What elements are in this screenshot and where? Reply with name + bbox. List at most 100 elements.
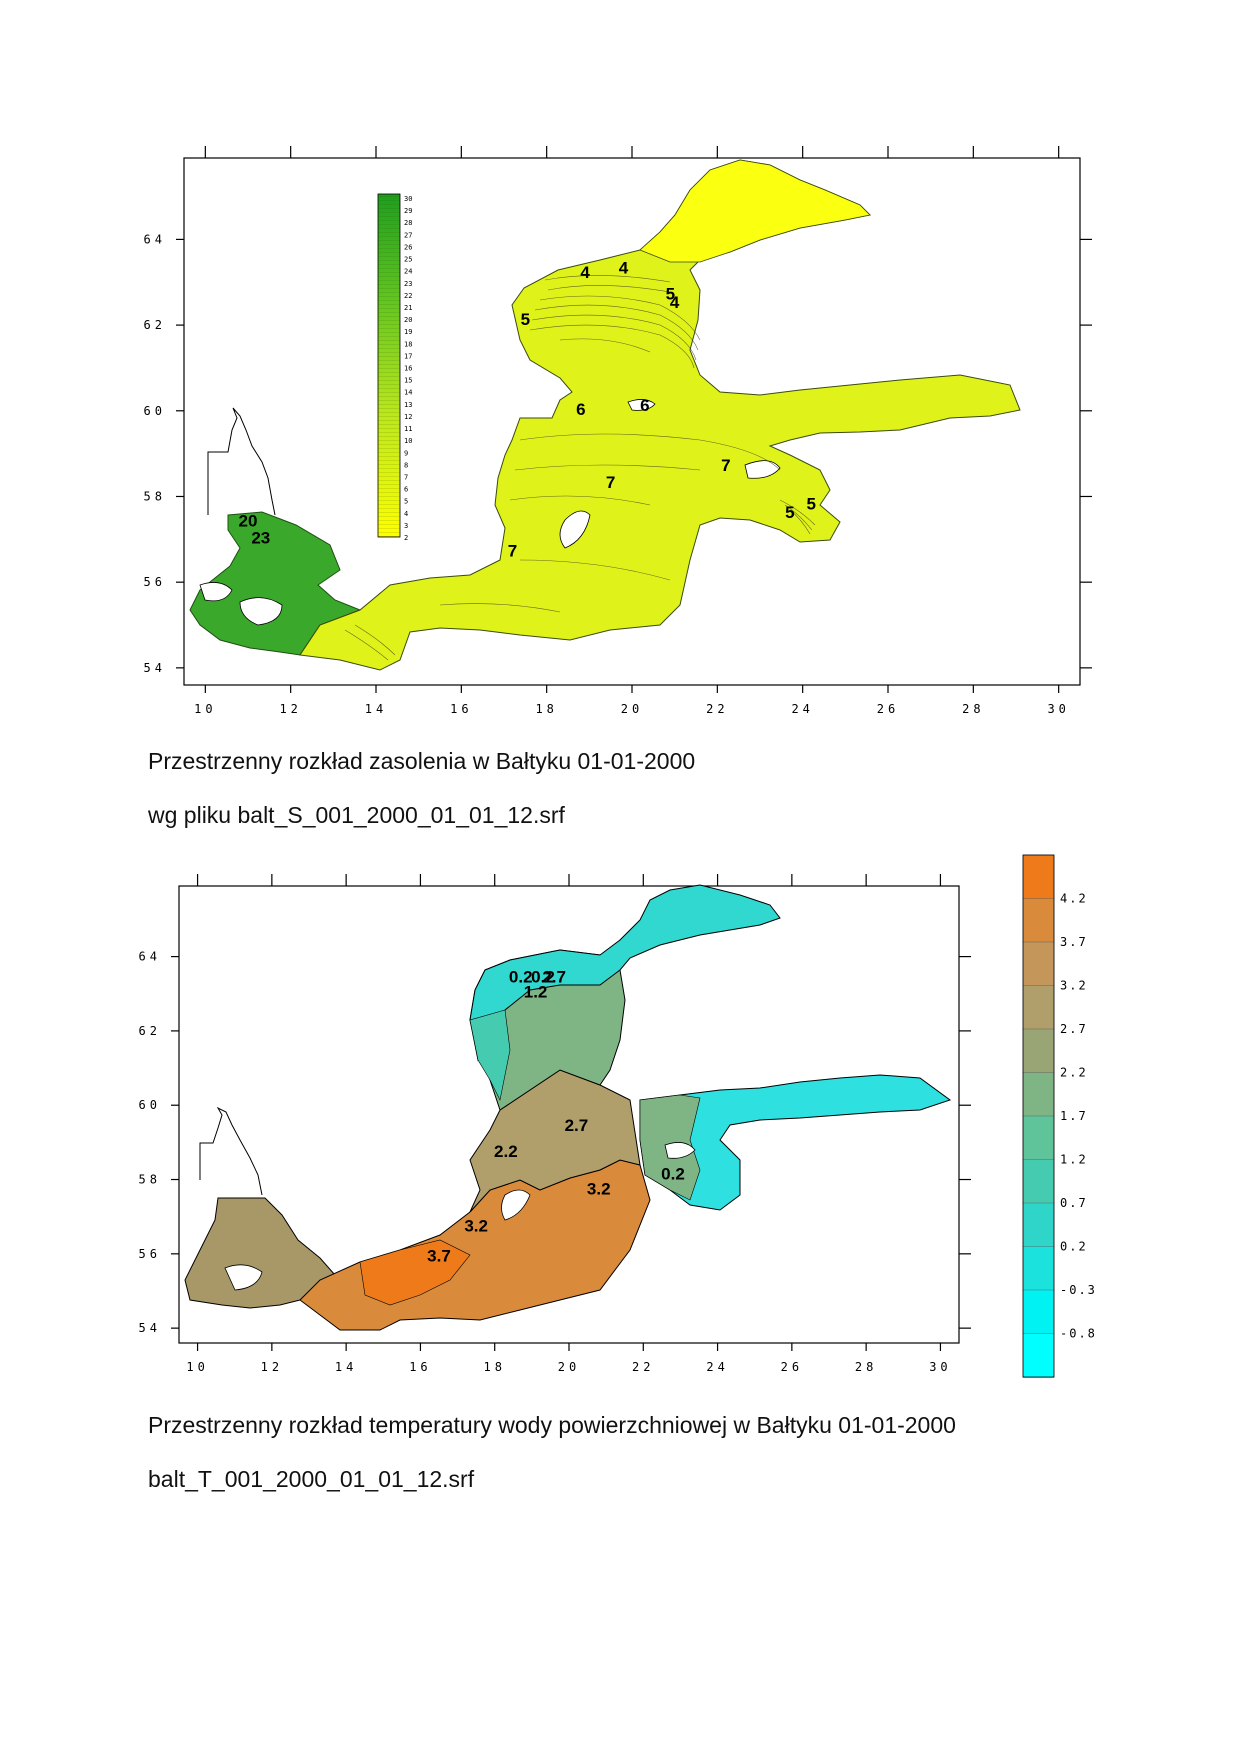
- salinity-legend-label: 11: [404, 425, 412, 433]
- salinity-y-tick-label: 58: [144, 489, 166, 503]
- temperature-x-tick-label: 20: [558, 1360, 580, 1374]
- salinity-gotland-island: [559, 510, 591, 549]
- salinity-aland-island: [627, 399, 656, 411]
- salinity-legend-label: 25: [404, 256, 412, 264]
- salinity-legend-label: 19: [404, 328, 412, 336]
- temperature-legend-swatch: [1022, 854, 1055, 900]
- temperature-x-tick-label: 28: [855, 1360, 877, 1374]
- salinity-legend-label: 2: [404, 534, 408, 542]
- salinity-legend-label: 30: [404, 195, 412, 203]
- temperature-contour-label: 2.2: [494, 1142, 518, 1161]
- temperature-y-tick-label: 60: [139, 1098, 161, 1112]
- temperature-legend-label: -0.3: [1060, 1283, 1097, 1297]
- salinity-legend-label: 4: [404, 510, 408, 518]
- salinity-legend-label: 9: [404, 449, 408, 457]
- temperature-legend-swatch: [1022, 985, 1055, 1030]
- temperature-legend-label: 3.7: [1060, 935, 1088, 949]
- salinity-legend-label: 27: [404, 231, 412, 239]
- temperature-kattegat-region: [184, 1197, 336, 1309]
- temperature-danish-island: [224, 1264, 263, 1291]
- salinity-x-tick-label: 24: [791, 702, 813, 716]
- salinity-contour-label: 5: [785, 503, 794, 522]
- temperature-x-tick-label: 12: [261, 1360, 283, 1374]
- temperature-x-tick-label: 24: [706, 1360, 728, 1374]
- salinity-contour-label: 6: [640, 396, 649, 415]
- temperature-legend-swatch: [1022, 1333, 1055, 1378]
- temperature-caption-filename: balt_T_001_2000_01_01_12.srf: [148, 1466, 475, 1492]
- salinity-contour-label: 7: [721, 456, 730, 475]
- salinity-y-tick-label: 64: [144, 232, 166, 246]
- salinity-legend-label: 7: [404, 473, 408, 481]
- salinity-y-tick-label: 56: [144, 575, 166, 589]
- temperature-central-baltic-region: [469, 1069, 641, 1213]
- salinity-legend-label: 6: [404, 486, 408, 494]
- temperature-legend-label: 2.7: [1060, 1022, 1088, 1036]
- temperature-saaremaa-island: [664, 1142, 696, 1159]
- salinity-legend-label: 8: [404, 461, 408, 469]
- salinity-legend-label: 21: [404, 304, 412, 312]
- temperature-legend-label: 3.2: [1060, 979, 1088, 993]
- temperature-contour-label: 3.2: [587, 1179, 611, 1198]
- salinity-x-tick-label: 28: [962, 702, 984, 716]
- salinity-x-tick-label: 20: [621, 702, 643, 716]
- salinity-legend-label: 5: [404, 498, 408, 506]
- temperature-bothnian-bay-region: [469, 884, 781, 1062]
- salinity-legend-label: 15: [404, 377, 412, 385]
- salinity-contour-label: 7: [508, 541, 517, 560]
- temperature-legend-swatch: [1022, 1289, 1055, 1335]
- temperature-y-tick-label: 64: [139, 950, 161, 964]
- salinity-contour-label: 4: [670, 293, 680, 312]
- temperature-gulf-of-finland-region: [639, 1074, 952, 1211]
- salinity-legend-label: 24: [404, 268, 412, 276]
- salinity-x-tick-label: 14: [365, 702, 387, 716]
- temperature-legend-swatch: [1022, 1246, 1055, 1291]
- temperature-legend-label: 2.2: [1060, 1066, 1088, 1080]
- salinity-baltic-region: [299, 159, 1021, 671]
- temperature-y-tick-label: 58: [139, 1173, 161, 1187]
- salinity-x-tick-label: 30: [1047, 702, 1069, 716]
- salinity-coastline: [207, 407, 276, 516]
- salinity-legend: 3029282726252423222120191817161514131211…: [377, 193, 412, 542]
- salinity-legend-label: 26: [404, 243, 412, 251]
- temperature-west-bothnian-region: [469, 1009, 511, 1101]
- salinity-x-tick-label: 10: [194, 702, 216, 716]
- salinity-legend-label: 16: [404, 365, 412, 373]
- salinity-y-tick-label: 60: [144, 404, 166, 418]
- temperature-contour-label: 1.2: [524, 982, 548, 1001]
- salinity-contour-label: 5: [806, 494, 815, 513]
- temperature-contour-label: 0.2: [531, 968, 555, 987]
- salinity-contour-label: 4: [619, 259, 629, 278]
- salinity-x-tick-label: 22: [706, 702, 728, 716]
- temperature-legend-label: 1.2: [1060, 1153, 1088, 1167]
- salinity-danish-island: [239, 597, 283, 626]
- salinity-danish-island: [199, 582, 233, 602]
- salinity-legend-label: 3: [404, 522, 408, 530]
- temperature-legend-label: 0.7: [1060, 1196, 1088, 1210]
- salinity-bothnian-bay-region: [639, 159, 871, 263]
- temperature-contour-label: 2.7: [542, 968, 566, 987]
- temperature-legend-swatch: [1022, 941, 1055, 987]
- salinity-legend-label: 23: [404, 280, 412, 288]
- temperature-contour-label: 0.2: [661, 1165, 685, 1184]
- salinity-x-tick-label: 16: [450, 702, 472, 716]
- temperature-map: 4.2 3.7 3.2 2.7 2.2 1.7 1.2 0.7 0.2 -0.3 -0.8 10 12…: [139, 854, 1097, 1378]
- salinity-map: 3029282726252423222120191817161514131211…: [144, 146, 1092, 716]
- temperature-x-tick-label: 16: [409, 1360, 431, 1374]
- temperature-legend-swatch: [1022, 1159, 1055, 1204]
- temperature-legend-swatch: [1022, 1072, 1055, 1117]
- salinity-kattegat-region: [189, 511, 362, 656]
- salinity-x-tick-label: 12: [279, 702, 301, 716]
- salinity-legend-label: 28: [404, 219, 412, 227]
- salinity-caption-title: Przestrzenny rozkład zasolenia w Bałtyku…: [148, 748, 696, 774]
- salinity-legend-label: 13: [404, 401, 412, 409]
- salinity-contour-label: 6: [576, 400, 585, 419]
- temperature-legend-label: 0.2: [1060, 1240, 1088, 1254]
- salinity-legend-label: 12: [404, 413, 412, 421]
- salinity-legend-label: 17: [404, 352, 412, 360]
- temperature-contour-labels: 0.20.22.71.22.72.20.23.23.23.7: [427, 968, 685, 1266]
- temperature-x-tick-label: 14: [335, 1360, 357, 1374]
- temperature-contour-label: 2.7: [565, 1116, 589, 1135]
- salinity-contour-label: 20: [239, 511, 258, 530]
- salinity-contour-label: 5: [521, 310, 530, 329]
